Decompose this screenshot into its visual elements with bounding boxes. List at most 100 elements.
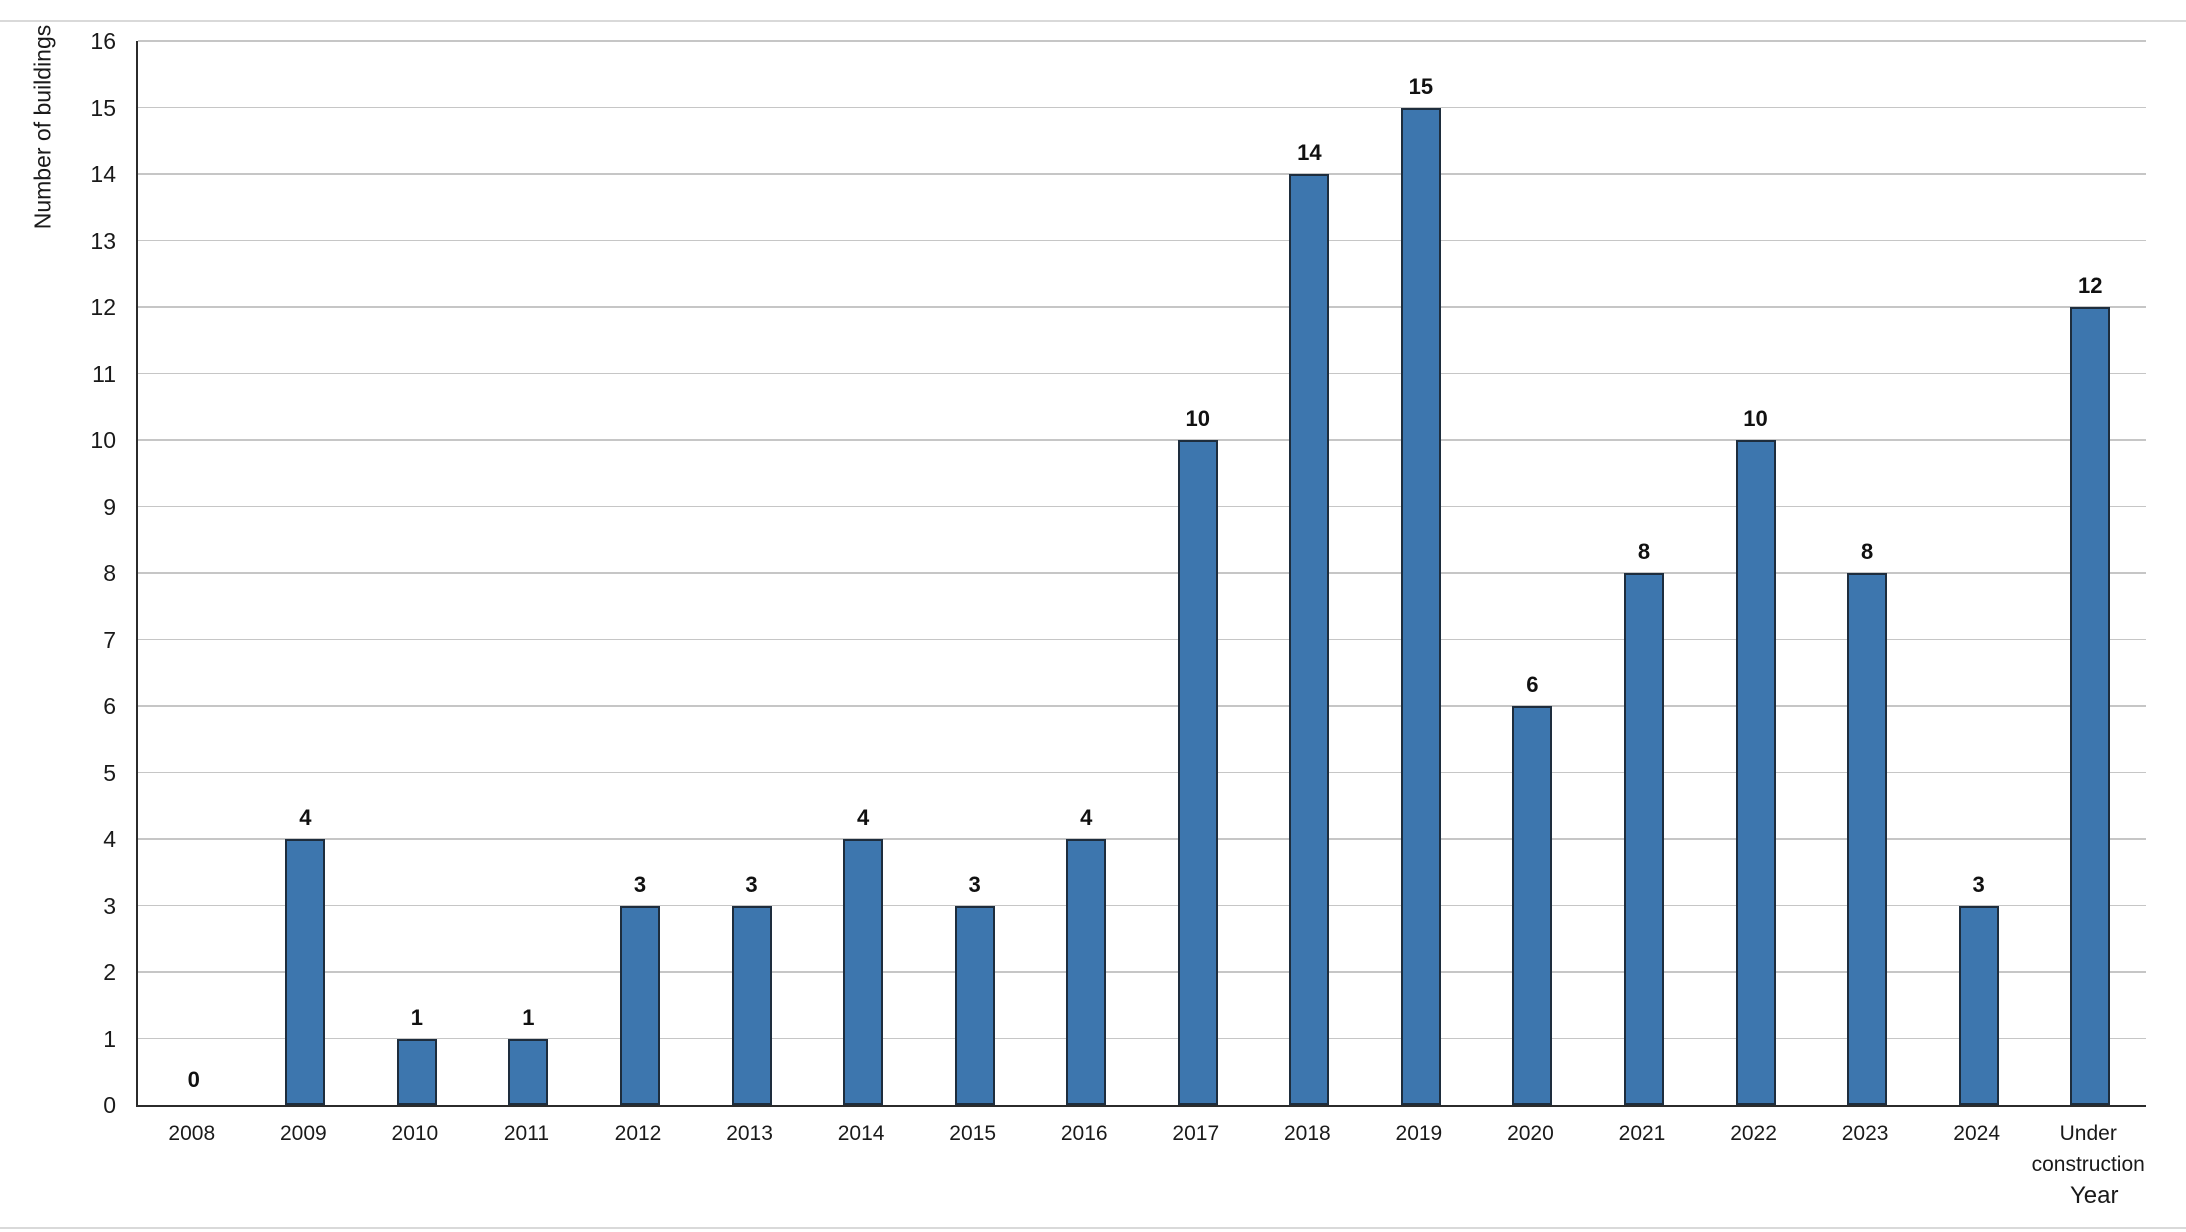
gridline (138, 439, 2146, 441)
bar-value-label: 4 (1080, 805, 1093, 830)
bar-value-label: 4 (299, 805, 312, 830)
bar-value-label: 8 (1637, 539, 1651, 564)
y-tick-label: 16 (90, 28, 116, 54)
x-axis-title: Year (2069, 1182, 2119, 1209)
bar-value-label: 3 (968, 871, 981, 897)
bar-group: 8 (1588, 41, 1700, 1105)
x-tick-label: 2015 (949, 1122, 997, 1145)
bar-group: 10 (1142, 41, 1254, 1105)
x-tick-label: 2021 (1618, 1122, 1666, 1145)
bar (1400, 107, 1441, 1105)
bar (1735, 440, 1776, 1105)
bar-value-label: 14 (1297, 140, 1322, 165)
gridline (138, 971, 2146, 973)
gridline (138, 1037, 2146, 1040)
x-tick-label: 2014 (837, 1122, 885, 1145)
x-tick-label: 2017 (1172, 1122, 1220, 1145)
bar (1066, 839, 1107, 1105)
y-tick-label: 8 (103, 560, 116, 586)
y-tick-label: 1 (103, 1025, 116, 1052)
bar-group: 4 (1030, 41, 1142, 1105)
bar-value-label: 10 (1185, 406, 1211, 431)
gridline (138, 40, 2146, 42)
y-tick-label: 14 (90, 161, 116, 187)
bar-group: 15 (1365, 41, 1477, 1105)
y-tick-label: 12 (90, 294, 116, 320)
bar-value-label: 6 (1526, 672, 1539, 697)
bar (1958, 905, 1999, 1105)
y-axis-title: Number of buildings (29, 24, 56, 230)
x-tick-label: 2012 (614, 1122, 662, 1145)
bar (1847, 573, 1888, 1105)
y-tick-label: 4 (103, 826, 116, 852)
y-tick-label: 0 (103, 1092, 116, 1118)
bar (1289, 174, 1330, 1105)
bar-group: 3 (696, 41, 808, 1105)
gridline (138, 505, 2146, 508)
gridline (138, 306, 2146, 308)
bar (285, 839, 326, 1105)
y-tick-label: 5 (103, 759, 116, 786)
bar-value-label: 1 (522, 1004, 535, 1030)
y-tick-label: 2 (103, 959, 116, 985)
gridline (138, 771, 2146, 774)
bar (396, 1038, 437, 1105)
y-tick-label: 11 (92, 360, 116, 387)
x-tick-label: 2009 (279, 1122, 327, 1145)
bar-group: 3 (1923, 41, 2035, 1105)
bar-group: 0 (138, 41, 250, 1105)
x-tick-label: 2024 (1953, 1122, 2001, 1145)
bar (843, 839, 884, 1105)
bar-value-label: 3 (745, 871, 758, 897)
y-tick-label: 3 (103, 892, 116, 919)
bar-value-label: 1 (410, 1004, 423, 1030)
bar (1512, 706, 1553, 1105)
x-tick-label: 2016 (1060, 1122, 1108, 1145)
gridline (138, 106, 2146, 109)
bar-group: 1 (361, 41, 473, 1105)
bar (619, 905, 660, 1105)
bar-group: 14 (1254, 41, 1366, 1105)
y-tick-label: 13 (90, 227, 116, 254)
gridline (138, 173, 2146, 175)
x-tick-label: 2008 (168, 1122, 216, 1145)
bar-value-label: 12 (2077, 273, 2103, 298)
bar (1623, 573, 1664, 1105)
bar-group: 8 (1811, 41, 1923, 1105)
bar-group: 12 (2034, 41, 2146, 1105)
gridline (138, 572, 2146, 574)
x-tick-label: 2013 (726, 1122, 773, 1145)
gridline (138, 904, 2146, 907)
bar-group: 1 (473, 41, 585, 1105)
x-tick-label: 2022 (1730, 1122, 1777, 1145)
bar (731, 905, 772, 1105)
y-tick-label: 6 (103, 693, 116, 719)
x-tick-label: 2018 (1283, 1122, 1331, 1145)
y-tick-label: 7 (103, 626, 116, 653)
x-tick-label: 2011 (503, 1122, 550, 1145)
bar-group: 3 (584, 41, 696, 1105)
x-tick-label: 2010 (391, 1122, 439, 1145)
bar-value-label: 15 (1408, 73, 1434, 99)
bar-value-label: 10 (1743, 406, 1768, 431)
bar-group: 3 (919, 41, 1031, 1105)
bar (2070, 307, 2111, 1105)
bar-group: 10 (1700, 41, 1812, 1105)
bar (508, 1038, 549, 1105)
gridline (138, 705, 2146, 707)
bar-group: 4 (250, 41, 362, 1105)
bar-group: 4 (807, 41, 919, 1105)
bar (1177, 440, 1218, 1105)
y-tick-label: 9 (103, 493, 116, 520)
bottom-divider (0, 1227, 2186, 1229)
top-divider (0, 20, 2186, 22)
gridline (138, 838, 2146, 840)
bar-value-label: 3 (1972, 871, 1985, 897)
plot-area: 0 1 2 3 4 5 6 7 8 9 10 11 12 13 14 15 16 0 4 1 1 3 3 4 3 4 10 14 15 6… (90, 28, 2146, 1118)
x-tick-label: 2023 (1841, 1122, 1889, 1145)
x-tick-label: 2019 (1395, 1122, 1443, 1145)
gridline (138, 372, 2146, 375)
bar-value-label: 8 (1860, 539, 1874, 564)
bar-value-label: 0 (187, 1067, 200, 1092)
